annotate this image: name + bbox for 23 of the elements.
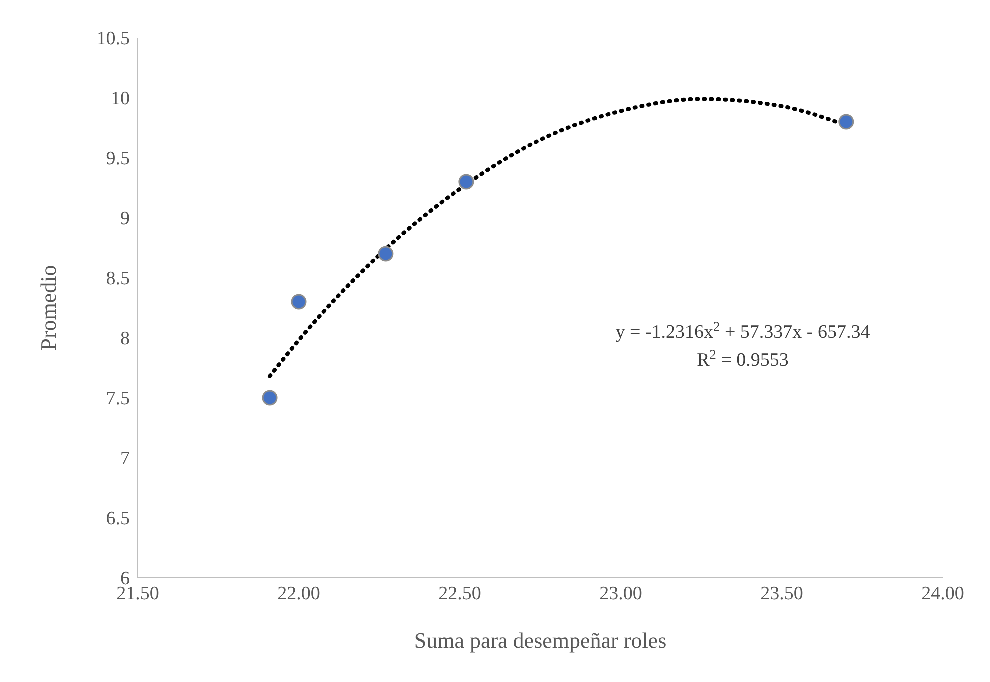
y-tick-label: 10.5 <box>96 28 130 50</box>
point <box>838 114 854 130</box>
x-tick-label: 22.50 <box>438 583 482 604</box>
y-tick-label: 7.5 <box>106 388 130 410</box>
point <box>378 246 394 262</box>
y-tick-label: 10 <box>111 88 130 110</box>
y-tick-label: 6.5 <box>106 508 130 530</box>
x-tick-label: 23.50 <box>760 583 804 604</box>
x-tick-label: 22.00 <box>278 583 320 604</box>
y-tick-label: 9 <box>120 208 130 230</box>
y-axis-title: Promedio <box>36 265 61 351</box>
point <box>458 174 474 190</box>
annotation: y = -1.2316x$^{2}$ + 57.337x - 657.34 <box>616 318 871 343</box>
y-tick-label: 8.5 <box>106 268 130 290</box>
annotation: R$^{2}$ = 0.9553 <box>697 346 789 371</box>
point <box>291 294 307 310</box>
x-tick-label: 24.00 <box>922 583 964 604</box>
y-tick-label: 9.5 <box>106 148 130 170</box>
x-tick-label: 23.00 <box>600 583 642 604</box>
x-axis-title: Suma para desempeñar roles <box>414 628 667 653</box>
y-tick-label: 8 <box>120 328 130 350</box>
point <box>262 390 278 406</box>
y-tick-label: 7 <box>120 448 130 470</box>
